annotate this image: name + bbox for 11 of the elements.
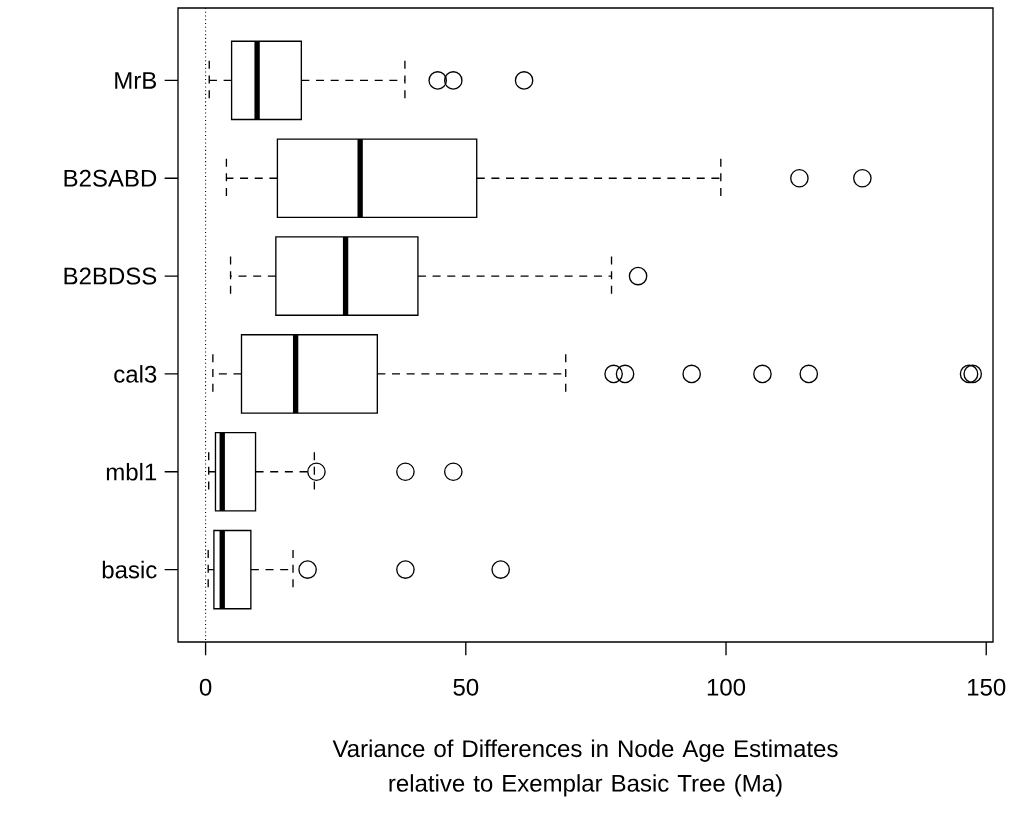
x-tick-label: 150 xyxy=(968,678,1006,696)
y-tick-label: MrB xyxy=(115,72,157,89)
x-axis-title: Variance of Differences in Node Age Estimates relative to Exemplar Basic Tree (Ma) xyxy=(332,739,838,797)
y-tick-label: basic xyxy=(102,560,157,579)
y-tick-label: B2SABD xyxy=(64,169,157,187)
y-tick-label: cal3 xyxy=(114,365,157,383)
x-tick-label: 0 xyxy=(199,678,212,696)
y-tick-label: B2BDSS xyxy=(64,267,157,285)
x-tick-label: 100 xyxy=(707,678,746,696)
y-tick-label: mbl1 xyxy=(106,462,157,481)
x-tick-label: 50 xyxy=(453,678,479,696)
